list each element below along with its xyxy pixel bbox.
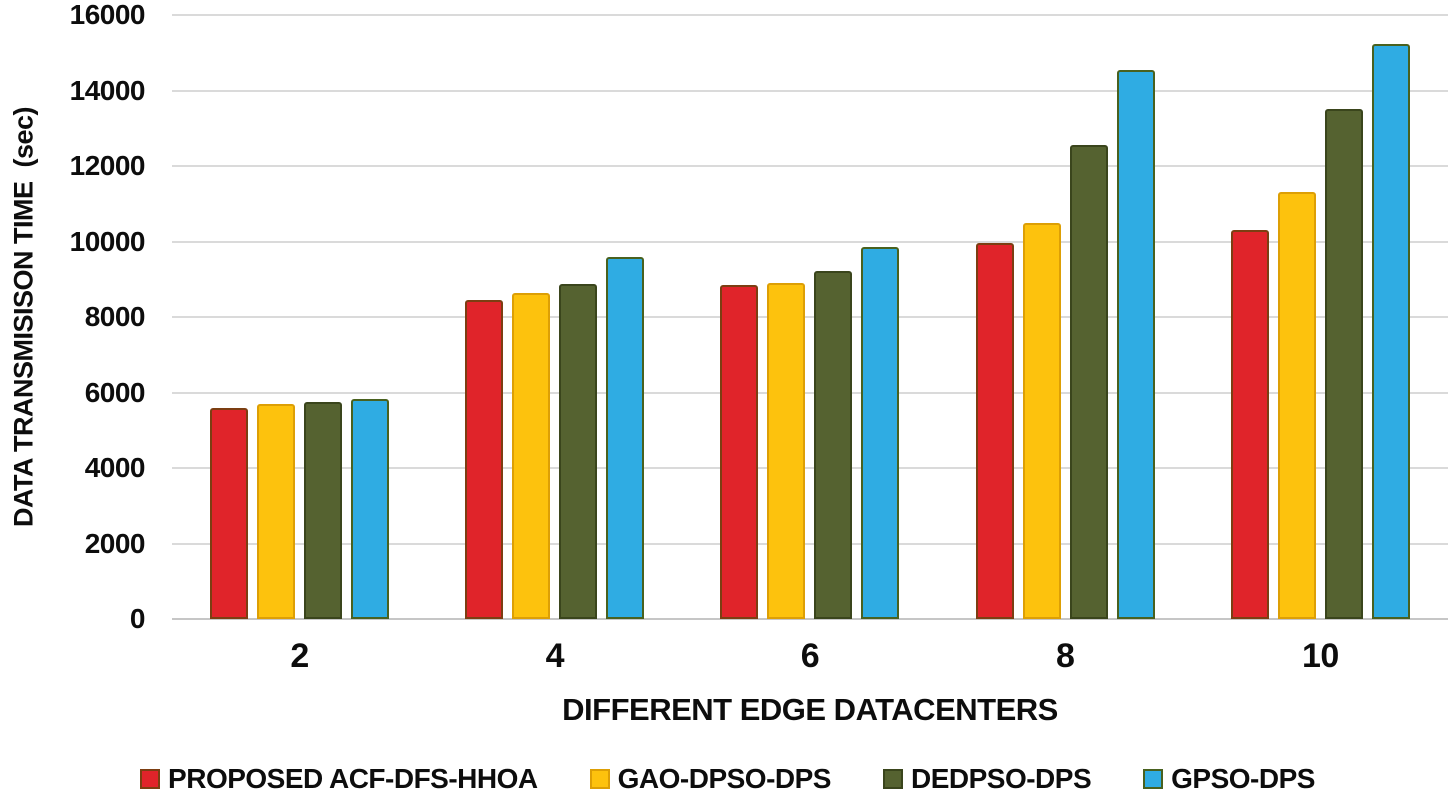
gridline-y-12000 xyxy=(172,165,1448,167)
bar-gao-dpso-dps-x6 xyxy=(767,283,806,619)
gridline-y-10000 xyxy=(172,241,1448,243)
bar-gpso-dps-x6 xyxy=(861,247,900,619)
gridline-y-4000 xyxy=(172,467,1448,469)
x-tick-label-10: 10 xyxy=(1301,637,1339,675)
legend-item-gpso-dps: GPSO-DPS xyxy=(1143,763,1315,795)
y-tick-label-0: 0 xyxy=(129,603,146,634)
x-axis-title: DIFFERENT EDGE DATACENTERS xyxy=(562,692,1058,727)
bar-dedpso-dps-x6 xyxy=(814,271,853,619)
bar-dedpso-dps-x4 xyxy=(559,284,598,619)
plot-area xyxy=(172,14,1448,620)
y-tick-label-10000: 10000 xyxy=(69,226,146,257)
bar-dedpso-dps-x8 xyxy=(1069,145,1108,619)
bar-gao-dpso-dps-x10 xyxy=(1277,192,1316,619)
y-tick-label-14000: 14000 xyxy=(69,75,146,106)
legend-swatch-gpso-dps xyxy=(1143,769,1164,789)
bar-proposed-acf-dfs-hhoa-x4 xyxy=(465,300,504,619)
bar-gao-dpso-dps-x2 xyxy=(257,404,296,619)
bar-dedpso-dps-x10 xyxy=(1324,109,1363,619)
bar-proposed-acf-dfs-hhoa-x2 xyxy=(210,408,249,619)
bar-proposed-acf-dfs-hhoa-x6 xyxy=(720,285,759,619)
bar-proposed-acf-dfs-hhoa-x8 xyxy=(975,243,1014,619)
bar-group-4 xyxy=(427,15,682,619)
legend-swatch-dedpso-dps xyxy=(882,769,903,789)
gridline-y-16000 xyxy=(172,14,1448,16)
gridline-y-6000 xyxy=(172,392,1448,394)
bar-group-10 xyxy=(1193,15,1448,619)
bar-gpso-dps-x2 xyxy=(351,399,390,619)
y-tick-label-4000: 4000 xyxy=(84,452,146,483)
x-tick-label-8: 8 xyxy=(1055,637,1075,675)
y-tick-label-8000: 8000 xyxy=(84,301,146,332)
gridline-y-14000 xyxy=(172,90,1448,92)
bar-gao-dpso-dps-x4 xyxy=(512,293,551,619)
gridline-y-2000 xyxy=(172,543,1448,545)
gridline-y-8000 xyxy=(172,316,1448,318)
x-tick-label-6: 6 xyxy=(800,637,820,675)
bar-gpso-dps-x4 xyxy=(606,257,645,619)
bar-group-8 xyxy=(938,15,1193,619)
y-tick-label-2000: 2000 xyxy=(84,528,146,559)
x-tick-label-4: 4 xyxy=(545,637,565,675)
x-axis-line xyxy=(172,618,1448,620)
bar-gao-dpso-dps-x8 xyxy=(1022,223,1061,619)
legend-label-dedpso-dps: DEDPSO-DPS xyxy=(910,763,1092,794)
bar-gpso-dps-x10 xyxy=(1371,44,1410,619)
legend-label-gao-dpso-dps: GAO-DPSO-DPS xyxy=(617,763,832,794)
x-tick-label-2: 2 xyxy=(290,637,309,675)
legend-item-dedpso-dps: DEDPSO-DPS xyxy=(882,763,1092,795)
bar-dedpso-dps-x2 xyxy=(304,402,343,619)
bar-group-6 xyxy=(682,15,937,619)
legend-swatch-gao-dpso-dps xyxy=(589,769,610,789)
y-tick-label-12000: 12000 xyxy=(69,150,146,181)
legend-item-gao-dpso-dps: GAO-DPSO-DPS xyxy=(589,763,832,795)
legend: PROPOSED ACF-DFS-HHOA GAO-DPSO-DPS DEDPSO-… xyxy=(0,763,1455,795)
legend-label-proposed-acf-dfs-hhoa: PROPOSED ACF-DFS-HHOA xyxy=(168,763,538,794)
legend-label-gpso-dps: GPSO-DPS xyxy=(1171,763,1315,794)
y-tick-label-6000: 6000 xyxy=(84,377,146,408)
bar-gpso-dps-x8 xyxy=(1116,70,1155,619)
bar-group-2 xyxy=(172,15,427,619)
bar-proposed-acf-dfs-hhoa-x10 xyxy=(1230,230,1269,619)
legend-swatch-proposed-acf-dfs-hhoa xyxy=(140,769,161,789)
y-tick-label-16000: 16000 xyxy=(69,0,146,30)
legend-item-proposed-acf-dfs-hhoa: PROPOSED ACF-DFS-HHOA xyxy=(140,763,538,795)
